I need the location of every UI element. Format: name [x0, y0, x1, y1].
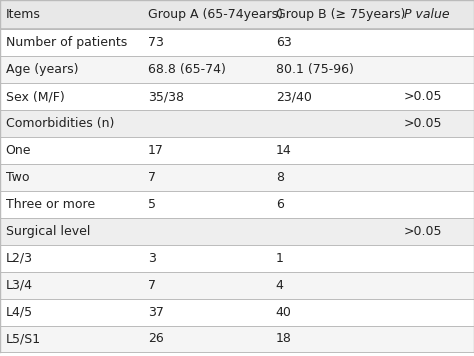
Text: L4/5: L4/5	[6, 305, 33, 319]
Text: L3/4: L3/4	[6, 279, 33, 292]
Text: 17: 17	[148, 144, 164, 157]
Text: 4: 4	[276, 279, 284, 292]
Text: 18: 18	[276, 333, 292, 345]
Text: L2/3: L2/3	[6, 252, 33, 265]
Text: 14: 14	[276, 144, 292, 157]
Bar	[0, 164, 474, 191]
Text: L5/S1: L5/S1	[6, 333, 41, 345]
Bar	[0, 56, 474, 83]
Text: 7: 7	[148, 279, 156, 292]
Bar	[0, 137, 474, 164]
Text: >0.05: >0.05	[404, 90, 442, 103]
Text: One: One	[6, 144, 31, 157]
Text: Group B (≥ 75years): Group B (≥ 75years)	[276, 8, 405, 21]
Text: 63: 63	[276, 36, 292, 49]
Text: Age (years): Age (years)	[6, 63, 78, 76]
Text: 26: 26	[148, 333, 164, 345]
Text: 6: 6	[276, 198, 284, 211]
Bar	[0, 29, 474, 56]
Text: Three or more: Three or more	[6, 198, 95, 211]
Text: Comorbidities (n): Comorbidities (n)	[6, 117, 114, 130]
Bar	[0, 325, 474, 352]
Text: 3: 3	[148, 252, 156, 265]
Text: 40: 40	[276, 305, 292, 319]
Text: 1: 1	[276, 252, 284, 265]
Text: 35/38: 35/38	[148, 90, 184, 103]
Text: 23/40: 23/40	[276, 90, 312, 103]
Text: 68.8 (65-74): 68.8 (65-74)	[148, 63, 226, 76]
Text: P value: P value	[404, 8, 449, 21]
Bar	[0, 218, 474, 245]
Text: Sex (M/F): Sex (M/F)	[6, 90, 64, 103]
Text: 73: 73	[148, 36, 164, 49]
Bar	[0, 299, 474, 325]
Text: Surgical level: Surgical level	[6, 225, 90, 238]
Bar	[0, 191, 474, 218]
Text: >0.05: >0.05	[404, 117, 442, 130]
Text: 8: 8	[276, 171, 284, 184]
Bar	[0, 272, 474, 299]
Text: Group A (65-74years): Group A (65-74years)	[148, 8, 283, 21]
Text: 80.1 (75-96): 80.1 (75-96)	[276, 63, 354, 76]
Bar	[0, 110, 474, 137]
Text: Two: Two	[6, 171, 29, 184]
Bar	[0, 83, 474, 110]
Bar	[0, 245, 474, 272]
Text: Items: Items	[6, 8, 41, 21]
Text: 7: 7	[148, 171, 156, 184]
Text: 5: 5	[148, 198, 156, 211]
Text: Number of patients: Number of patients	[6, 36, 127, 49]
Bar	[0, 0, 474, 29]
Text: 37: 37	[148, 305, 164, 319]
Text: >0.05: >0.05	[404, 225, 442, 238]
